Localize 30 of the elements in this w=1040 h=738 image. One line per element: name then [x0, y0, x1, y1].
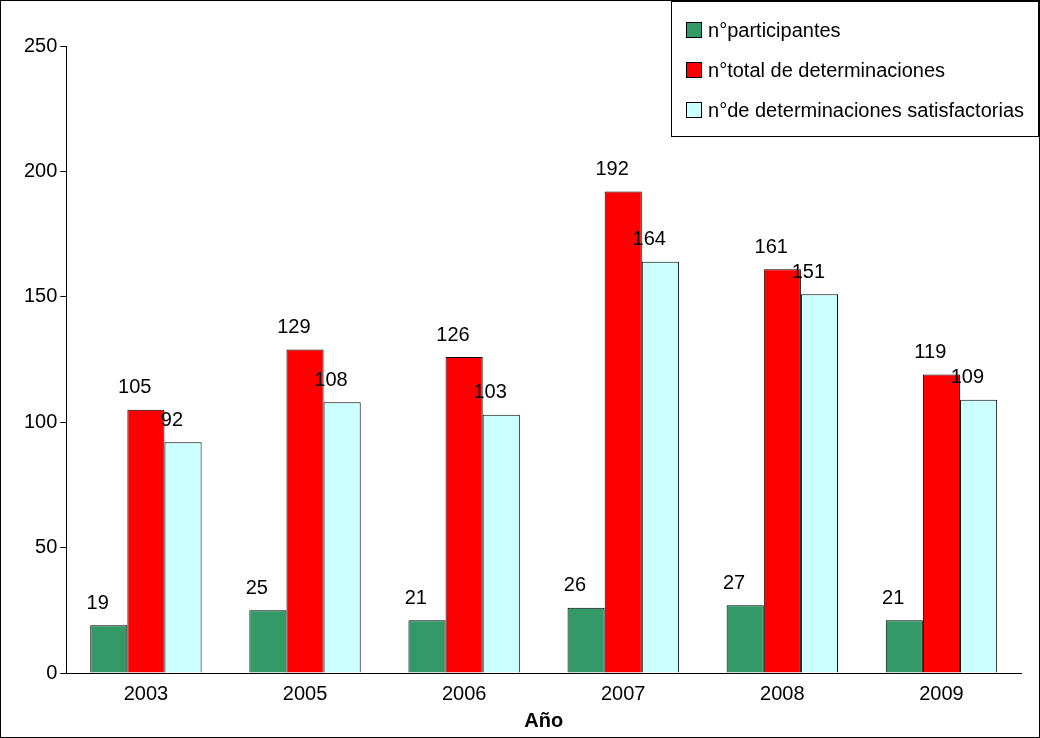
data-label: 126 — [436, 322, 470, 345]
legend-label: n°total de determinaciones — [708, 58, 946, 82]
x-tick-label: 2005 — [282, 681, 328, 704]
x-tick-label: 2009 — [919, 681, 964, 704]
data-label: 109 — [950, 365, 985, 388]
data-label: 105 — [118, 375, 152, 398]
data-label: 161 — [754, 234, 788, 257]
legend-label: n°de determinaciones satisfactorias — [708, 98, 1024, 122]
x-tick-label: 2007 — [600, 681, 646, 704]
x-tick-label: 2003 — [123, 681, 169, 704]
data-label: 21 — [882, 585, 905, 608]
x-tick-label: 2008 — [760, 681, 805, 704]
data-label: 21 — [404, 585, 427, 608]
data-label: 129 — [277, 314, 311, 337]
y-tick-label: 200 — [23, 158, 58, 181]
x-tick-label: 2006 — [441, 681, 487, 704]
y-tick-label: 150 — [23, 284, 58, 307]
x-axis-title: Año — [524, 708, 564, 731]
legend-label: n°participantes — [708, 18, 841, 42]
y-tick-label: 0 — [46, 660, 58, 683]
data-label: 26 — [563, 573, 587, 596]
data-label: 192 — [595, 156, 629, 179]
y-tick-label: 100 — [23, 409, 58, 432]
data-label: 25 — [245, 575, 268, 598]
data-label: 19 — [86, 590, 109, 613]
data-label: 27 — [722, 570, 746, 593]
data-label: 151 — [791, 259, 826, 282]
y-tick-label: 250 — [23, 33, 58, 56]
data-label: 119 — [914, 340, 947, 363]
y-tick-label: 50 — [35, 535, 58, 558]
